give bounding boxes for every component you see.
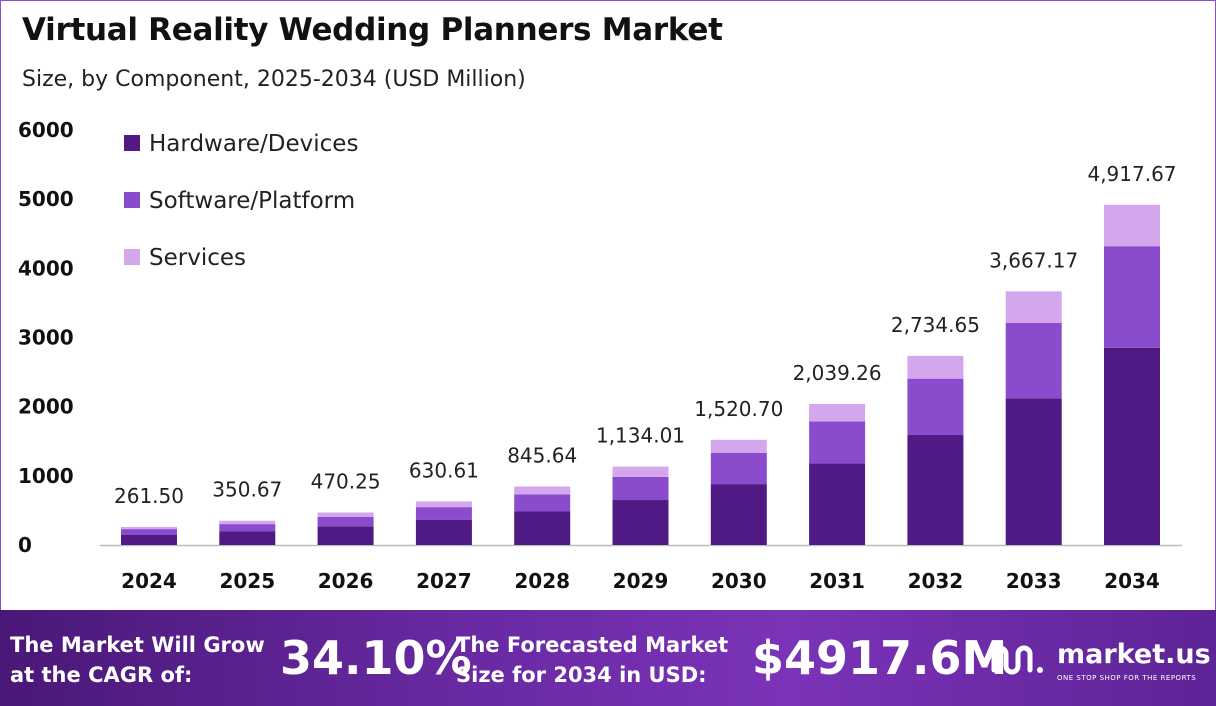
bar-segment-software-platform <box>907 378 964 436</box>
data-label-total: 2,734.65 <box>891 313 980 337</box>
bar-segment-software-platform <box>1104 246 1160 348</box>
cagr-value: 34.10% <box>280 631 472 685</box>
bar-segment-hardware-devices <box>317 526 374 545</box>
cagr-label: The Market Will Grow at the CAGR of: <box>10 630 265 690</box>
brand-tagline: ONE STOP SHOP FOR THE REPORTS <box>1057 674 1197 682</box>
y-tick-label: 5000 <box>18 187 74 211</box>
bar-segment-software-platform <box>612 476 669 501</box>
legend-swatch <box>124 249 140 265</box>
legend-swatch <box>124 135 140 151</box>
forecast-label: The Forecasted Market Size for 2034 in U… <box>456 630 728 690</box>
bar-segment-services <box>907 355 964 379</box>
bar-segment-software-platform <box>809 421 866 464</box>
bar-segment-hardware-devices <box>514 511 571 545</box>
legend-label: Services <box>149 245 246 271</box>
cagr-label-line2: at the CAGR of: <box>10 663 193 687</box>
bar-segment-software-platform <box>1005 322 1062 399</box>
x-tick-label: 2026 <box>318 569 374 593</box>
data-label-total: 3,667.17 <box>989 248 1078 272</box>
data-label-total: 261.50 <box>114 484 184 508</box>
data-label-total: 1,520.70 <box>694 397 783 421</box>
bar-segment-services <box>121 526 177 530</box>
bar-segment-hardware-devices <box>710 484 767 545</box>
chart-subtitle: Size, by Component, 2025-2034 (USD Milli… <box>22 67 526 92</box>
market-us-logo-icon <box>991 645 1043 675</box>
data-label-total: 350.67 <box>212 478 282 502</box>
bar-segment-software-platform <box>710 453 767 485</box>
x-tick-label: 2034 <box>1104 569 1160 593</box>
bar-segment-software-platform <box>121 529 177 535</box>
data-label-total: 630.61 <box>409 458 479 482</box>
bar-segment-hardware-devices <box>1005 398 1062 545</box>
data-label-total: 845.64 <box>507 444 577 468</box>
bar-segment-services <box>1104 204 1160 247</box>
x-tick-label: 2028 <box>514 569 570 593</box>
bar-segment-services <box>612 466 669 477</box>
bar-segment-hardware-devices <box>907 435 964 545</box>
y-tick-label: 0 <box>18 533 32 557</box>
bar-segment-services <box>514 486 571 495</box>
legend-label: Hardware/Devices <box>149 131 358 157</box>
legend-swatch <box>124 192 140 208</box>
bar-segment-hardware-devices <box>1104 347 1160 545</box>
y-tick-label: 4000 <box>18 256 74 280</box>
x-tick-label: 2027 <box>416 569 472 593</box>
bar-segment-software-platform <box>514 494 571 512</box>
bar-segment-hardware-devices <box>415 519 472 545</box>
bar-segment-services <box>219 520 276 525</box>
forecast-label-line1: The Forecasted Market <box>456 633 729 657</box>
bar-segment-services <box>415 501 472 508</box>
x-tick-label: 2033 <box>1006 569 1062 593</box>
legend-label: Software/Platform <box>149 188 355 214</box>
bar-segment-hardware-devices <box>612 500 669 545</box>
forecast-value: $4917.6M <box>752 631 1008 685</box>
stacked-bar-chart: 0 1000 2000 3000 4000 5000 6000 261.50 2024 350.6… <box>18 118 1182 593</box>
bar-segment-services <box>809 403 866 422</box>
bar-segment-services <box>710 439 767 454</box>
x-tick-label: 2029 <box>613 569 669 593</box>
bar-segment-hardware-devices <box>809 463 866 545</box>
bar-segment-services <box>1005 291 1062 323</box>
y-tick-label: 2000 <box>18 395 74 419</box>
data-label-total: 470.25 <box>311 469 381 493</box>
forecast-label-line2: Size for 2034 in USD: <box>456 663 707 687</box>
bar-segment-software-platform <box>219 524 276 532</box>
data-label-total: 2,039.26 <box>793 361 882 385</box>
bar-segment-hardware-devices <box>219 531 276 545</box>
chart-title: Virtual Reality Wedding Planners Market <box>22 12 723 48</box>
bar-segment-services <box>317 512 374 517</box>
x-tick-label: 2031 <box>809 569 865 593</box>
y-tick-label: 3000 <box>18 326 74 350</box>
x-tick-label: 2032 <box>908 569 964 593</box>
data-label-total: 1,134.01 <box>596 424 685 448</box>
cagr-label-line1: The Market Will Grow <box>10 633 265 657</box>
x-tick-label: 2025 <box>219 569 275 593</box>
brand-name: market.us <box>1057 639 1211 670</box>
x-tick-label: 2024 <box>121 569 177 593</box>
bar-segment-software-platform <box>317 516 374 527</box>
bar-segment-software-platform <box>415 507 472 520</box>
y-tick-label: 1000 <box>18 464 74 488</box>
x-tick-label: 2030 <box>711 569 767 593</box>
data-label-total: 4,917.67 <box>1087 162 1176 186</box>
footer-banner: The Market Will Grow at the CAGR of: 34.… <box>0 610 1216 706</box>
bar-segment-hardware-devices <box>121 534 177 545</box>
y-tick-label: 6000 <box>18 118 74 142</box>
